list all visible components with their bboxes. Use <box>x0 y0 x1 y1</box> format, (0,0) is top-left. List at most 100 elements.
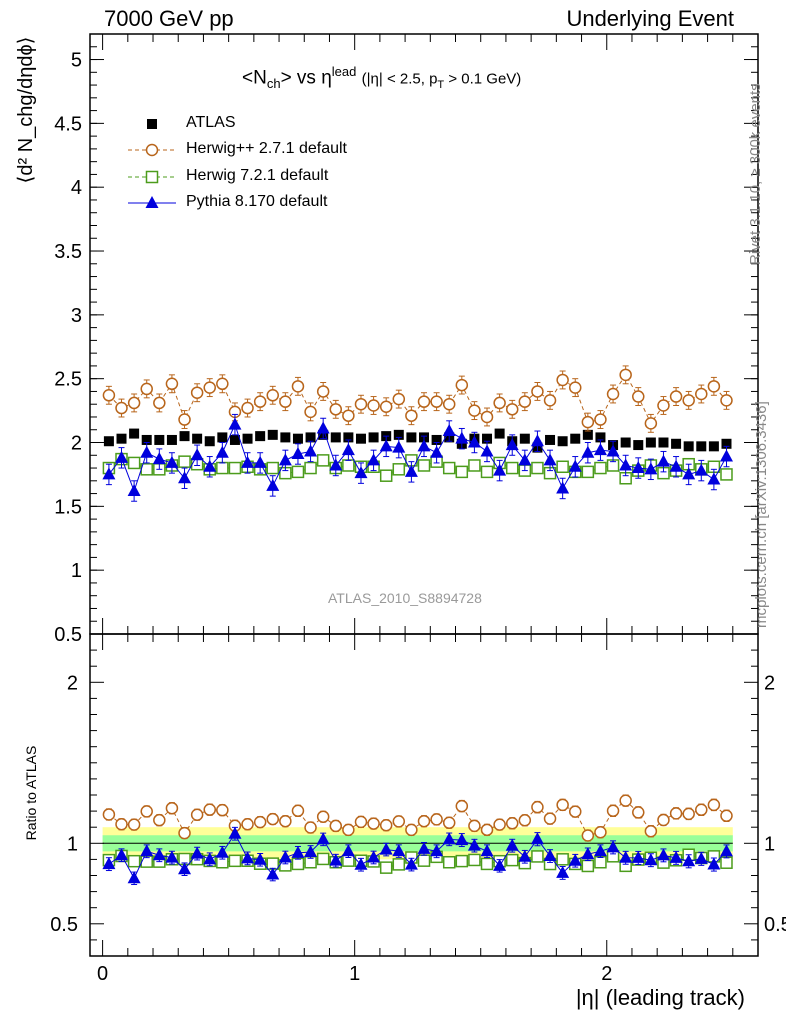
ratio-point-herwigpp <box>557 799 568 810</box>
main-y-tick-label: 0.5 <box>54 624 82 646</box>
ratio-point-herwigpp <box>419 816 430 827</box>
point-herwigpp <box>179 414 190 425</box>
ratio-point-herwig7 <box>469 854 480 865</box>
point-herwig7 <box>507 463 518 474</box>
main-y-tick-label: 1 <box>71 560 82 582</box>
ratio-point-herwigpp <box>393 816 404 827</box>
point-herwigpp <box>582 417 593 428</box>
point-pythia <box>430 446 443 458</box>
ratio-point-herwigpp <box>570 806 581 817</box>
point-herwigpp <box>343 410 354 421</box>
main-y-tick-label: 5 <box>71 50 82 72</box>
point-herwigpp <box>557 374 568 385</box>
point-herwigpp <box>103 390 114 401</box>
ratio-point-herwigpp <box>482 824 493 835</box>
ratio-y-tick-label-left: 2 <box>67 672 78 694</box>
point-herwig7 <box>179 456 190 467</box>
ratio-point-herwigpp <box>343 824 354 835</box>
ratio-point-herwigpp <box>154 815 165 826</box>
ratio-point-herwigpp <box>166 803 177 814</box>
point-herwig7 <box>557 461 568 472</box>
ratio-point-herwigpp <box>658 814 669 825</box>
point-atlas <box>356 434 366 444</box>
point-herwig7 <box>456 466 467 477</box>
point-pythia <box>342 443 355 455</box>
point-atlas <box>268 430 278 440</box>
point-herwigpp <box>633 391 644 402</box>
point-herwigpp <box>166 378 177 389</box>
ratio-point-herwigpp <box>355 816 366 827</box>
point-herwigpp <box>658 400 669 411</box>
ratio-point-herwigpp <box>608 805 619 816</box>
ratio-point-herwigpp <box>103 809 114 820</box>
ratio-y-tick-label-right: 0.5 <box>764 914 786 936</box>
point-herwig7 <box>595 463 606 474</box>
ratio-point-herwig7 <box>318 853 329 864</box>
point-herwigpp <box>355 399 366 410</box>
point-pythia <box>707 473 720 485</box>
ratio-point-herwigpp <box>217 805 228 816</box>
ratio-point-herwig7 <box>419 855 430 866</box>
point-atlas <box>646 438 656 448</box>
main-y-tick-label: 1.5 <box>54 496 82 518</box>
point-atlas <box>621 438 631 448</box>
ratio-point-herwigpp <box>267 814 278 825</box>
point-pythia <box>191 448 204 460</box>
point-herwig7 <box>305 463 316 474</box>
point-pythia <box>228 418 241 430</box>
ratio-y-tick-label-left: 0.5 <box>50 914 78 936</box>
point-herwigpp <box>683 395 694 406</box>
point-herwigpp <box>368 400 379 411</box>
ratio-point-pythia <box>556 866 569 878</box>
point-herwigpp <box>721 395 732 406</box>
point-atlas <box>520 434 530 444</box>
point-herwigpp <box>645 418 656 429</box>
series-herwigpp <box>103 366 732 432</box>
ratio-y-tick-label-right: 1 <box>764 833 775 855</box>
ratio-point-herwig7 <box>393 859 404 870</box>
point-herwigpp <box>507 404 518 415</box>
main-y-tick-label: 3.5 <box>54 241 82 263</box>
point-atlas <box>709 441 719 451</box>
main-y-axis-label: ⟨d² N_chg/dηdϕ⟩ <box>15 37 37 184</box>
point-herwig7 <box>343 460 354 471</box>
main-y-tick-label: 4 <box>71 177 82 199</box>
main-y-tick-label: 2 <box>71 433 82 455</box>
ratio-point-herwigpp <box>683 808 694 819</box>
point-herwig7 <box>469 460 480 471</box>
legend-marker-atlas <box>147 119 157 129</box>
ratio-point-herwigpp <box>280 816 291 827</box>
point-herwigpp <box>570 382 581 393</box>
ratio-point-herwigpp <box>532 802 543 813</box>
point-pythia <box>140 446 153 458</box>
point-herwigpp <box>381 401 392 412</box>
ratio-point-herwigpp <box>292 805 303 816</box>
point-pythia <box>405 465 418 477</box>
point-pythia <box>657 455 670 467</box>
point-herwigpp <box>116 403 127 414</box>
point-atlas <box>331 432 341 442</box>
point-pythia <box>304 444 317 456</box>
point-herwigpp <box>129 397 140 408</box>
point-herwig7 <box>318 455 329 466</box>
ratio-point-herwigpp <box>330 820 341 831</box>
ratio-point-herwigpp <box>708 799 719 810</box>
point-atlas <box>545 435 555 445</box>
point-atlas <box>570 434 580 444</box>
ratio-point-herwigpp <box>141 806 152 817</box>
point-herwig7 <box>129 457 140 468</box>
point-pythia <box>254 456 267 468</box>
point-pythia <box>392 441 405 453</box>
point-atlas <box>671 439 681 449</box>
ratio-point-pythia <box>128 871 141 883</box>
ratio-point-herwig7 <box>444 857 455 868</box>
point-pythia <box>455 432 468 444</box>
ratio-point-herwigpp <box>192 809 203 820</box>
point-pythia <box>266 479 279 491</box>
ratio-point-herwigpp <box>368 818 379 829</box>
ratio-point-herwig7 <box>267 858 278 869</box>
point-herwigpp <box>154 397 165 408</box>
ratio-point-herwig7 <box>456 856 467 867</box>
point-herwigpp <box>141 383 152 394</box>
point-herwigpp <box>708 381 719 392</box>
